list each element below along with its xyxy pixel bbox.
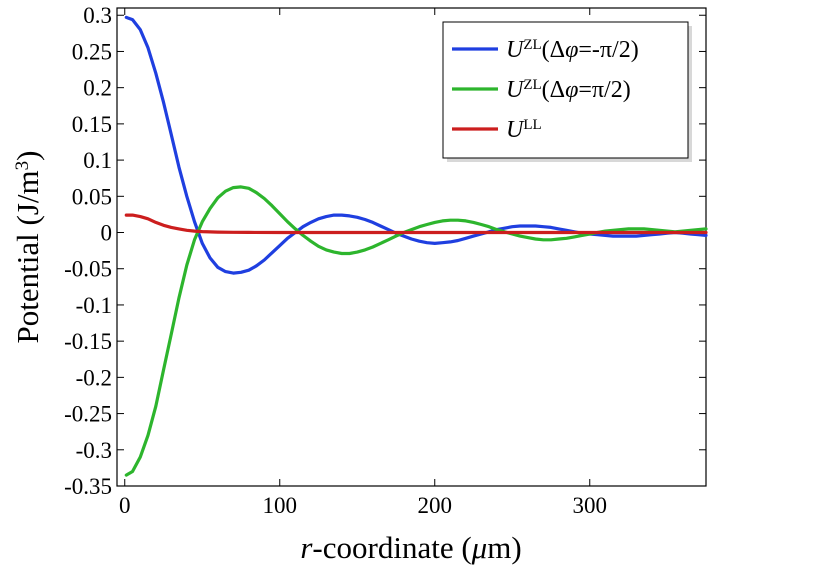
y-tick-label: 0 [101, 221, 113, 246]
x-axis-title-mu: μ [471, 530, 488, 565]
y-tick-label: 0.25 [72, 39, 112, 64]
x-axis-title-r: r [300, 530, 313, 565]
legend-label-1: UZL(Δφ=-π/2) [506, 37, 639, 63]
x-axis-title-unit: m) [487, 530, 521, 565]
y-tick-label: -0.35 [64, 474, 112, 499]
y-axis-title-close: ) [10, 151, 45, 161]
y-tick-label: -0.25 [64, 402, 112, 427]
x-tick-label: 0 [119, 493, 131, 518]
series-lines [124, 15, 708, 477]
y-tick-label: -0.15 [64, 329, 112, 354]
x-tick-label: 300 [573, 493, 608, 518]
y-tick-label: 0.3 [83, 3, 112, 28]
y-tick-labels: 0.3 0.25 0.2 0.15 0.1 0.05 0 -0.05 -0.1 -0.15 -0.2… [64, 3, 112, 499]
y-tick-label: 0.05 [72, 184, 112, 209]
x-tick-label: 200 [418, 493, 453, 518]
legend: UZL(Δφ=-π/2) UZL(Δφ=π/2) ULL [442, 21, 692, 162]
x-tick-label: 100 [263, 493, 298, 518]
y-tick-label: 0.1 [83, 148, 112, 173]
y-tick-label: 0.2 [83, 76, 112, 101]
y-axis-title: Potential (J/m3) [10, 151, 45, 344]
y-tick-label: -0.3 [76, 438, 112, 463]
series-line-3 [124, 213, 708, 235]
legend-label-2: UZL(Δφ=π/2) [506, 77, 631, 103]
y-axis-title-main: Potential (J/m [10, 170, 45, 343]
y-tick-label: 0.15 [72, 112, 112, 137]
legend-label-3: ULL [506, 117, 542, 143]
y-tick-label: -0.1 [76, 293, 112, 318]
series-line-1 [124, 15, 708, 275]
x-tick-labels: 0 100 200 300 [119, 493, 607, 518]
series-line-2 [124, 185, 708, 477]
y-axis-title-sup: 3 [12, 161, 33, 171]
tick-marks [117, 8, 706, 487]
legend-items: UZL(Δφ=-π/2) UZL(Δφ=π/2) ULL [452, 37, 639, 143]
y-tick-label: -0.2 [76, 365, 112, 390]
x-axis-title-text: -coordinate ( [312, 530, 471, 565]
x-axis-title: r-coordinate (μm) [300, 530, 521, 565]
y-tick-label: -0.05 [64, 257, 112, 282]
